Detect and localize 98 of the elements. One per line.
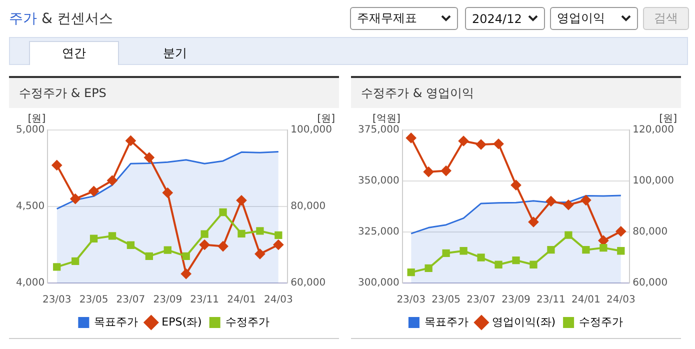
point <box>182 252 190 260</box>
x-tick-label: 23/07 <box>116 294 146 306</box>
point <box>494 138 504 149</box>
text: 연간 <box>29 41 119 65</box>
legend-label: 목표주가 <box>94 315 138 328</box>
x-tick-label: 24/01 <box>572 294 600 306</box>
point <box>546 196 556 206</box>
point <box>582 246 590 254</box>
x-tick-label: 23/09 <box>502 294 530 306</box>
chart-title: 수정주가 & 영업이익 <box>351 78 681 108</box>
point <box>494 260 502 268</box>
text: 검색 <box>643 7 689 30</box>
point <box>256 227 264 235</box>
point <box>407 268 415 276</box>
x-tick-label: 24/03 <box>264 294 293 306</box>
point <box>600 244 608 252</box>
point <box>126 136 136 146</box>
y2-tick-label: 60,000 <box>290 278 326 289</box>
y2-tick-label: 80,000 <box>632 226 668 238</box>
y2-tick-label: 100,000 <box>632 176 674 187</box>
point <box>476 139 486 150</box>
y2-axis-title: [원] <box>659 114 678 125</box>
point <box>547 246 555 254</box>
y-tick-label: 375,000 <box>358 124 400 136</box>
y2-tick-label: 100,000 <box>290 124 332 136</box>
point <box>107 175 118 186</box>
x-tick-label: 23/03 <box>396 294 426 306</box>
point <box>108 232 116 240</box>
point <box>71 257 80 266</box>
x-tick-label: 24/03 <box>606 294 636 306</box>
legend-label: 수정주가 <box>579 315 624 328</box>
point <box>200 240 210 250</box>
point <box>164 246 172 254</box>
chart-title: 수정주가 & EPS <box>9 78 339 108</box>
point <box>424 166 434 177</box>
point <box>52 160 62 170</box>
y-axis-title: [원] <box>28 114 46 125</box>
x-tick-label: 23/05 <box>79 294 108 306</box>
text: 주재무제표 <box>357 10 417 27</box>
x-tick-label: 23/11 <box>536 294 566 306</box>
x-tick-label: 23/07 <box>466 294 496 306</box>
y2-tick-label: 120,000 <box>632 124 674 136</box>
point <box>88 186 99 196</box>
point <box>238 230 246 238</box>
x-tick-label: 23/09 <box>153 294 182 306</box>
point <box>274 231 282 240</box>
y2-tick-label: 80,000 <box>290 201 326 212</box>
point <box>477 254 485 262</box>
point <box>617 247 625 255</box>
y-tick-label: 325,000 <box>358 226 400 238</box>
y-tick-label: 350,000 <box>358 176 400 187</box>
y2-tick-label: 60,000 <box>632 278 668 289</box>
legend-label: 영업이익(좌) <box>492 315 556 328</box>
point <box>162 188 173 198</box>
point <box>236 195 246 206</box>
point <box>273 240 284 250</box>
y-tick-label: 4,500 <box>16 201 45 212</box>
point <box>563 200 574 210</box>
point <box>406 132 416 143</box>
y-tick-label: 4,000 <box>16 278 45 289</box>
point <box>530 260 538 268</box>
point <box>144 152 154 163</box>
x-tick-label: 24/01 <box>227 294 256 306</box>
legend-label: 수정주가 <box>225 315 270 328</box>
point <box>145 252 154 260</box>
point <box>218 241 228 252</box>
y-tick-label: 5,000 <box>16 124 45 136</box>
point <box>181 268 192 279</box>
y-tick-label: 300,000 <box>358 278 400 289</box>
y-axis-title: [억원] <box>372 114 400 125</box>
point <box>616 226 626 236</box>
y2-axis-title: [원] <box>317 114 336 125</box>
point <box>70 194 80 204</box>
point <box>460 247 468 255</box>
point <box>219 208 227 216</box>
point <box>511 180 521 190</box>
point <box>90 234 98 242</box>
point <box>442 249 450 257</box>
x-tick-label: 23/03 <box>42 294 72 306</box>
text: 주가 & 컨센서스 <box>9 10 113 28</box>
point <box>580 195 591 206</box>
text: 영업이익 <box>557 10 605 27</box>
point <box>424 264 432 272</box>
legend-label: EPS(좌) <box>162 315 202 328</box>
point <box>564 231 572 239</box>
point <box>441 166 452 176</box>
point <box>528 217 538 228</box>
text: 분기 <box>162 44 188 62</box>
point <box>254 248 265 259</box>
x-tick-label: 23/11 <box>190 294 219 306</box>
point <box>200 230 208 238</box>
point <box>53 263 61 271</box>
point <box>458 136 469 146</box>
point <box>512 256 520 264</box>
text: 2024/12 <box>472 12 522 26</box>
legend-label: 목표주가 <box>424 315 468 328</box>
point <box>126 241 135 249</box>
x-tick-label: 23/05 <box>432 294 460 306</box>
